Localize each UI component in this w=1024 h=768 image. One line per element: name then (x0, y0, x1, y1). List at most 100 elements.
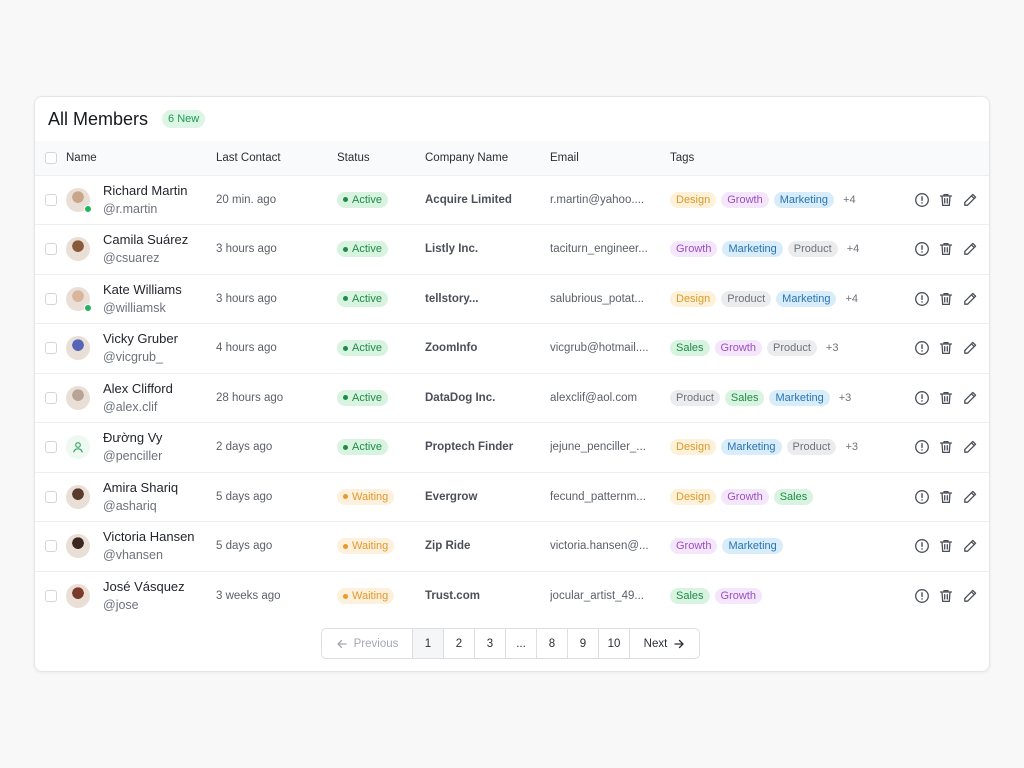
row-checkbox[interactable] (45, 193, 57, 206)
member-name[interactable]: Vicky Gruber (103, 331, 178, 347)
info-alert-icon[interactable] (914, 340, 930, 356)
avatar (66, 187, 92, 213)
page-button-10[interactable]: 10 (598, 629, 629, 658)
previous-page-button[interactable]: Previous (322, 629, 412, 658)
row-checkbox[interactable] (45, 490, 57, 503)
member-name[interactable]: Kate Williams (103, 281, 182, 297)
row-actions (914, 439, 989, 455)
info-alert-icon[interactable] (914, 538, 930, 554)
edit-pencil-icon[interactable] (962, 241, 978, 257)
info-alert-icon[interactable] (914, 489, 930, 505)
company-name: Zip Ride (425, 540, 471, 553)
table-row[interactable]: Alex Clifford @alex.clif 28 hours ago Act… (35, 373, 989, 423)
row-actions (914, 538, 989, 554)
table-row[interactable]: Victoria Hansen @vhansen 5 days ago Waiti… (35, 521, 989, 572)
trash-icon[interactable] (938, 588, 954, 604)
trash-icon[interactable] (938, 390, 954, 406)
page-button-1[interactable]: 1 (412, 629, 443, 658)
pagination: Previous 1 2 3... 8 9 10 Next (321, 628, 700, 659)
column-header-last-contact[interactable]: Last Contact (216, 151, 281, 164)
info-alert-icon[interactable] (914, 439, 930, 455)
edit-pencil-icon[interactable] (962, 340, 978, 356)
tag-badge: Marketing (776, 290, 837, 307)
trash-icon[interactable] (938, 241, 954, 257)
edit-pencil-icon[interactable] (962, 538, 978, 554)
member-name[interactable]: Đường Vy (103, 430, 163, 446)
trash-icon[interactable] (938, 538, 954, 554)
table-row[interactable]: Richard Martin @r.martin 20 min. ago Acti… (35, 175, 989, 225)
member-name[interactable]: Richard Martin (103, 182, 188, 198)
tags-cell: Product Sales Marketing +3 (670, 373, 914, 423)
more-tags-count[interactable]: +4 (845, 292, 859, 305)
table-row[interactable]: Kate Williams @williamsk 3 hours ago Acti… (35, 274, 989, 324)
table-row[interactable]: Camila Suárez @csuarez 3 hours ago Active… (35, 224, 989, 275)
info-alert-icon[interactable] (914, 241, 930, 257)
tag-badge: Marketing (769, 389, 830, 406)
company-name: tellstory... (425, 292, 479, 305)
row-checkbox[interactable] (45, 589, 57, 602)
row-actions (914, 390, 989, 406)
more-tags-count[interactable]: +3 (838, 391, 852, 404)
avatar (66, 534, 90, 559)
edit-pencil-icon[interactable] (962, 291, 978, 307)
email: jocular_artist_49... (550, 590, 644, 602)
tags-cell: Design Growth Sales (670, 472, 914, 522)
member-cell: José Vásquez @jose (66, 578, 216, 614)
tag-badge: Growth (670, 241, 718, 258)
next-page-button[interactable]: Next (629, 629, 699, 658)
edit-pencil-icon[interactable] (962, 390, 978, 406)
page-button-3[interactable]: 3 (474, 629, 505, 658)
more-tags-count[interactable]: +4 (843, 193, 856, 206)
member-name[interactable]: Victoria Hansen (103, 529, 195, 545)
more-tags-count[interactable]: +3 (845, 441, 859, 454)
edit-pencil-icon[interactable] (962, 192, 978, 208)
row-checkbox[interactable] (45, 540, 57, 553)
tag-badge: Product (670, 389, 720, 406)
column-header-status[interactable]: Status (337, 151, 370, 164)
member-handle: @vhansen (103, 548, 163, 563)
page-button-2[interactable]: 2 (443, 629, 474, 658)
avatar (66, 484, 90, 509)
info-alert-icon[interactable] (914, 390, 930, 406)
member-cell: Camila Suárez @csuarez (66, 231, 216, 267)
column-header-tags[interactable]: Tags (670, 151, 695, 164)
email: jejune_penciller_... (550, 441, 646, 454)
select-all-checkbox[interactable] (45, 151, 57, 164)
tag-badge: Design (670, 191, 717, 208)
more-tags-count[interactable]: +3 (825, 342, 839, 355)
row-checkbox[interactable] (45, 292, 57, 305)
more-tags-count[interactable]: +4 (846, 243, 860, 256)
row-checkbox[interactable] (45, 441, 57, 454)
trash-icon[interactable] (938, 439, 954, 455)
column-header-company[interactable]: Company Name (425, 151, 509, 164)
member-name[interactable]: José Vásquez (103, 579, 185, 594)
table-row[interactable]: Vicky Gruber @vicgrub_ 4 hours ago Active… (35, 323, 989, 374)
row-checkbox[interactable] (45, 391, 57, 404)
member-name[interactable]: Amira Shariq (103, 479, 179, 495)
table-row[interactable]: Amira Shariq @ashariq 5 days ago Waiting … (35, 472, 989, 522)
avatar (66, 435, 90, 460)
table-row[interactable]: Đường Vy @penciller 2 days ago Active Pro… (35, 422, 989, 473)
edit-pencil-icon[interactable] (962, 588, 978, 604)
row-checkbox[interactable] (45, 243, 57, 256)
table-row[interactable]: José Vásquez @jose 3 weeks ago Waiting Tr… (35, 571, 989, 621)
trash-icon[interactable] (938, 192, 954, 208)
edit-pencil-icon[interactable] (962, 439, 978, 455)
trash-icon[interactable] (938, 340, 954, 356)
member-name[interactable]: Camila Suárez (103, 232, 189, 248)
tag-badge: Product (786, 439, 837, 456)
member-name[interactable]: Alex Clifford (103, 380, 173, 396)
email: r.martin@yahoo.... (550, 193, 645, 206)
page-button-9[interactable]: 9 (567, 629, 598, 658)
info-alert-icon[interactable] (914, 192, 930, 208)
trash-icon[interactable] (938, 291, 954, 307)
edit-pencil-icon[interactable] (962, 489, 978, 505)
info-alert-icon[interactable] (914, 291, 930, 307)
column-header-email[interactable]: Email (550, 151, 579, 164)
row-checkbox[interactable] (45, 342, 57, 355)
page-button-8[interactable]: 8 (536, 629, 567, 658)
user-icon (73, 442, 83, 453)
column-header-name[interactable]: Name (66, 151, 97, 164)
info-alert-icon[interactable] (914, 588, 930, 604)
trash-icon[interactable] (938, 489, 954, 505)
